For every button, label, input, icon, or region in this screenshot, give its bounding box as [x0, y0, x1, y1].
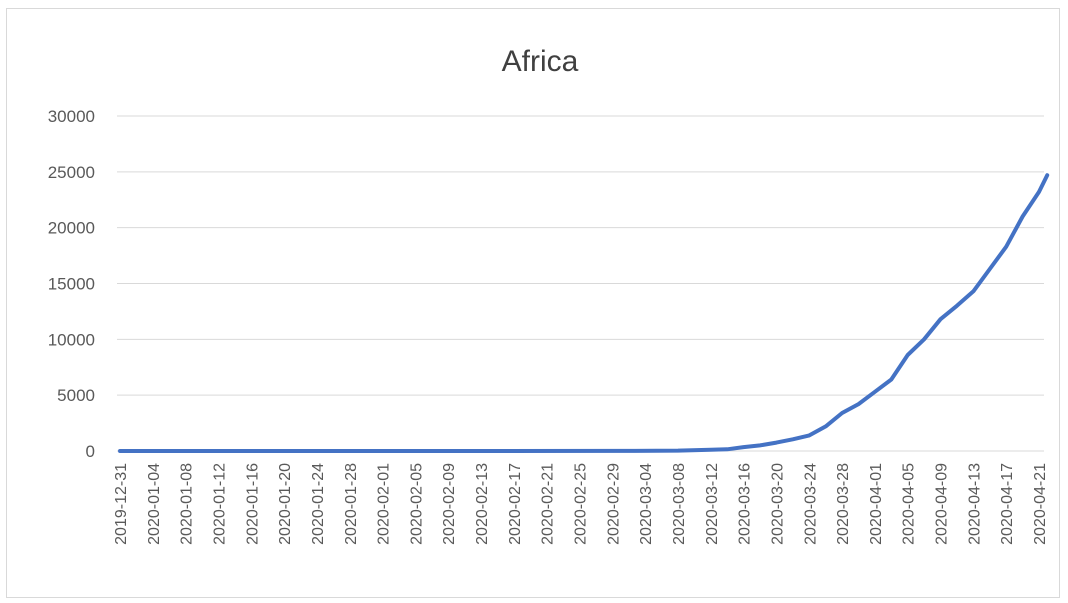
x-tick-label: 2020-03-04	[638, 463, 655, 545]
x-tick-label: 2020-01-28	[343, 463, 360, 545]
x-tick-label: 2020-03-08	[671, 463, 688, 545]
y-axis-tick-labels: 0 5000 10000 15000 20000 25000 30000	[48, 107, 95, 461]
x-tick-label: 2020-03-12	[704, 463, 721, 545]
y-tick-label: 20000	[48, 219, 95, 238]
x-tick-label: 2020-03-24	[802, 463, 819, 545]
x-tick-label: 2020-02-29	[605, 463, 622, 545]
x-tick-label: 2020-02-17	[507, 463, 524, 545]
x-tick-label: 2020-01-12	[211, 463, 228, 545]
x-tick-label: 2020-03-20	[769, 463, 786, 545]
chart-title: Africa	[502, 45, 579, 78]
line-chart: Africa 0 5000 10000 15000 20000 25000 30000 20…	[48, 45, 1050, 545]
x-tick-label: 2020-01-04	[146, 463, 163, 545]
x-tick-label: 2020-02-13	[474, 463, 491, 545]
x-tick-label: 2020-04-05	[901, 463, 918, 545]
grid-lines	[117, 115, 1044, 452]
x-tick-label: 2020-04-09	[934, 463, 951, 545]
x-tick-label: 2020-02-25	[573, 463, 590, 545]
x-tick-label: 2020-04-01	[868, 463, 885, 545]
x-tick-label: 2020-01-20	[277, 463, 294, 545]
y-tick-label: 10000	[48, 330, 95, 349]
series-layer	[118, 173, 1050, 453]
x-tick-label: 2020-03-28	[835, 463, 852, 545]
chart-frame: Africa 0 5000 10000 15000 20000 25000 30000 20…	[6, 8, 1060, 598]
x-tick-label: 2020-04-21	[1032, 463, 1049, 545]
x-tick-label: 2020-01-08	[179, 463, 196, 545]
x-tick-label: 2020-04-13	[966, 463, 983, 545]
x-tick-label: 2019-12-31	[113, 463, 130, 545]
y-tick-label: 30000	[48, 107, 95, 126]
x-tick-label: 2020-04-17	[999, 463, 1016, 545]
series-line	[118, 173, 1050, 453]
y-tick-label: 25000	[48, 163, 95, 182]
x-tick-label: 2020-01-16	[244, 463, 261, 545]
x-tick-label: 2020-01-24	[310, 463, 327, 545]
x-tick-label: 2020-02-01	[376, 463, 393, 545]
x-axis-tick-labels: 2019-12-31 2020-01-04 2020-01-08 2020-01-12…	[113, 463, 1049, 545]
y-tick-label: 15000	[48, 275, 95, 294]
x-tick-label: 2020-02-21	[540, 463, 557, 545]
x-tick-label: 2020-02-09	[441, 463, 458, 545]
x-tick-label: 2020-02-05	[408, 463, 425, 545]
y-tick-label: 5000	[57, 386, 95, 405]
y-tick-label: 0	[86, 442, 95, 461]
x-tick-label: 2020-03-16	[737, 463, 754, 545]
